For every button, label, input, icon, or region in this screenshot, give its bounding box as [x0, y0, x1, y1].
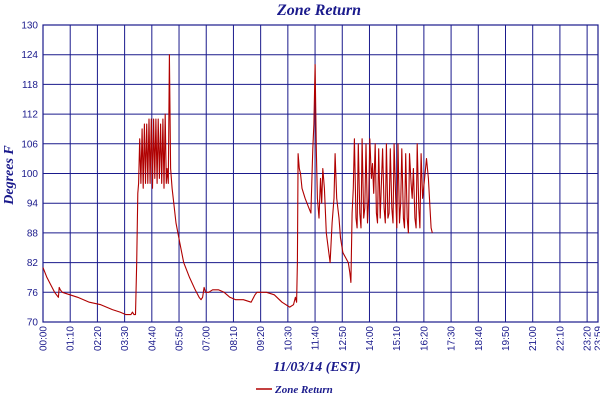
y-tick-label: 130 — [21, 21, 38, 32]
x-tick-label: 11:40 — [311, 326, 322, 351]
x-tick-label: 22:10 — [555, 326, 566, 351]
x-axis-label: 11/03/14 (EST) — [273, 360, 361, 375]
legend: Zone Return — [256, 384, 333, 396]
x-tick-label: 18:40 — [474, 326, 485, 351]
y-tick-label: 118 — [22, 80, 38, 91]
y-tick-label: 82 — [27, 258, 39, 269]
chart-title: Zone Return — [276, 2, 361, 19]
plot-area: 70 76 82 88 94 100 106 112 118 124 130 00:00 01:10 02… — [21, 21, 600, 352]
x-tick-label: 01:10 — [66, 326, 77, 351]
y-tick-label: 100 — [21, 169, 38, 180]
x-tick-label: 12:50 — [338, 326, 349, 351]
y-axis-label: Degrees F — [2, 145, 17, 206]
y-tick-label: 112 — [22, 110, 38, 121]
x-tick-label: 21:00 — [528, 326, 539, 351]
x-tick-label: 02:20 — [93, 326, 104, 351]
x-tick-label: 16:20 — [419, 326, 430, 351]
series-line-zone-return — [42, 54, 433, 316]
y-tick-label: 106 — [21, 139, 38, 150]
x-tick-label: 05:50 — [175, 326, 186, 351]
x-tick-label: 14:00 — [365, 326, 376, 351]
x-tick-label: 03:30 — [120, 326, 131, 351]
x-tick-label: 10:30 — [283, 326, 294, 351]
legend-label: Zone Return — [274, 384, 333, 396]
x-tick-label: 00:00 — [39, 326, 50, 351]
y-tick-label: 70 — [27, 318, 39, 329]
x-tick-label: 17:30 — [447, 326, 458, 351]
y-tick-label: 88 — [27, 228, 39, 239]
x-tick-label: 08:10 — [229, 326, 240, 351]
y-tick-label: 124 — [21, 50, 38, 61]
x-tick-label: 15:10 — [392, 326, 403, 351]
x-tick-label: 07:00 — [202, 326, 213, 351]
y-tick-label: 76 — [27, 288, 39, 299]
x-tick-label: 04:40 — [147, 326, 158, 351]
x-tick-label: 23:59 — [594, 326, 600, 351]
y-tick-label: 94 — [27, 199, 39, 210]
x-tick-label: 19:50 — [501, 326, 512, 351]
x-tick-label: 23:20 — [583, 326, 594, 351]
x-tick-label: 09:20 — [256, 326, 267, 351]
